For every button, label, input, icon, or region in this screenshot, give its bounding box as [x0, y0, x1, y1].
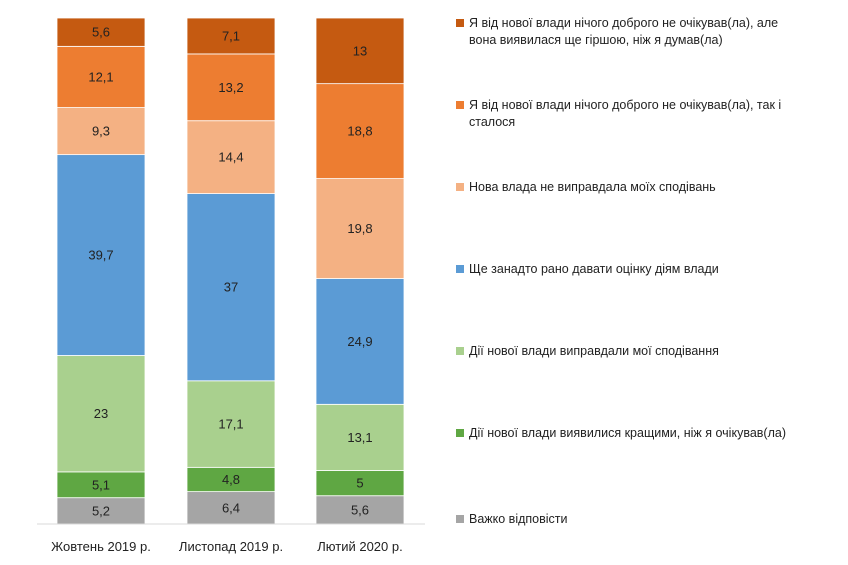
bar-segment-3-4 — [315, 278, 405, 405]
data-label: 37 — [224, 280, 238, 295]
data-label: 13,1 — [347, 430, 372, 445]
legend-swatch — [456, 19, 464, 27]
x-tick-label: Лютий 2020 р. — [317, 539, 402, 554]
data-label: 13 — [353, 43, 367, 58]
data-label: 23 — [94, 406, 108, 421]
bar-segment-3-2 — [315, 470, 405, 497]
bar-segment-3-6 — [315, 83, 405, 179]
legend-label: Дії нової влади виявилися кращими, ніж я… — [469, 426, 786, 440]
legend-label: вона виявилася ще гіршою, ніж я думав(ла… — [469, 33, 723, 47]
bar-segment-3-5 — [315, 178, 405, 279]
legend-label: Дії нової влади виправдали мої сподіванн… — [469, 344, 719, 358]
bar-segment-1-5 — [56, 107, 146, 156]
data-label: 14,4 — [218, 150, 243, 165]
legend-label: Я від нової влади нічого доброго не очік… — [469, 16, 778, 30]
x-tick-label: Жовтень 2019 р. — [51, 539, 151, 554]
data-label: 6,4 — [222, 500, 240, 515]
legend: Я від нової влади нічого доброго не очік… — [456, 16, 786, 526]
data-label: 12,1 — [88, 69, 113, 84]
legend-label: Нова влада не виправдала моїх сподівань — [469, 180, 716, 194]
x-axis-ticks: Жовтень 2019 р. Листопад 2019 р. Лютий 202… — [51, 539, 403, 554]
legend-swatch — [456, 347, 464, 355]
bar-segment-2-4 — [186, 193, 276, 382]
data-label: 24,9 — [347, 334, 372, 349]
data-label: 5,1 — [92, 477, 110, 492]
legend-swatch — [456, 265, 464, 273]
legend-swatch — [456, 183, 464, 191]
data-label: 39,7 — [88, 248, 113, 263]
bar-segment-2-2 — [186, 466, 276, 493]
bar-segment-1-6 — [56, 45, 146, 108]
data-label: 7,1 — [222, 28, 240, 43]
bar-segment-2-5 — [186, 120, 276, 194]
legend-label: Я від нової влади нічого доброго не очік… — [469, 98, 781, 112]
data-label: 4,8 — [222, 472, 240, 487]
data-label: 13,2 — [218, 80, 243, 95]
legend-swatch — [456, 515, 464, 523]
bar-segment-3-7 — [315, 17, 405, 85]
legend-label: Важко відповісти — [469, 512, 568, 526]
legend-swatch — [456, 101, 464, 109]
legend-swatch — [456, 429, 464, 437]
bar-segment-1-1 — [56, 497, 146, 525]
bar-segment-1-7 — [56, 17, 146, 47]
bar-segment-1-2 — [56, 471, 146, 499]
bar-segment-1-4 — [56, 154, 146, 356]
data-label: 5,6 — [351, 502, 369, 517]
bar-segment-2-3 — [186, 380, 276, 468]
data-label: 5,2 — [92, 503, 110, 518]
bar-segment-2-1 — [186, 491, 276, 525]
data-label: 17,1 — [218, 417, 243, 432]
data-label: 18,8 — [347, 124, 372, 139]
data-label: 19,8 — [347, 221, 372, 236]
bar-segment-2-7 — [186, 17, 276, 55]
data-label: 5 — [356, 476, 363, 491]
legend-label: Ще занадто рано давати оцінку діям влади — [469, 262, 719, 276]
bar-segment-2-6 — [186, 53, 276, 122]
bar-segment-3-3 — [315, 403, 405, 471]
data-label: 5,6 — [92, 25, 110, 40]
bars-group: 5,2 5,1 23 39,7 9,3 12,1 5,6 6,4 4,8 17,1 37 14,4 13… — [56, 17, 405, 525]
data-label: 9,3 — [92, 124, 110, 139]
x-tick-label: Листопад 2019 р. — [179, 539, 283, 554]
legend-label: сталося — [469, 115, 515, 129]
